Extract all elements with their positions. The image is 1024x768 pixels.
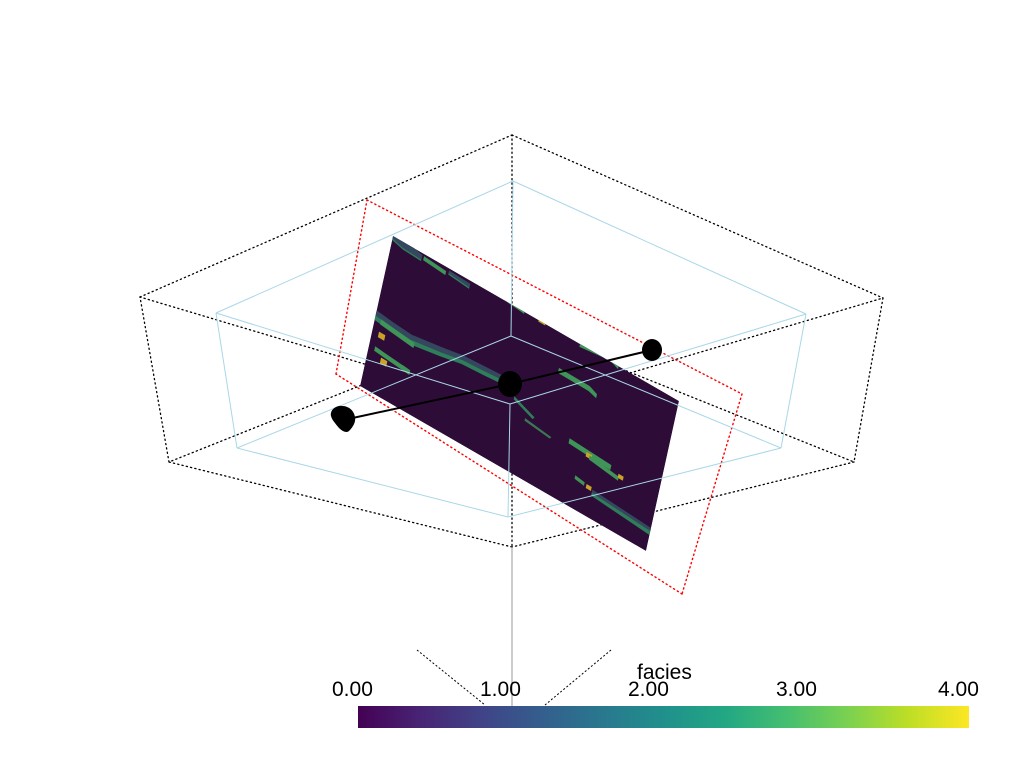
svg-text:facies: facies: [637, 661, 692, 684]
svg-text:4.00: 4.00: [938, 678, 979, 701]
svg-text:3.00: 3.00: [776, 678, 817, 701]
svg-text:0.00: 0.00: [332, 678, 373, 701]
svg-text:1.00: 1.00: [480, 678, 521, 701]
